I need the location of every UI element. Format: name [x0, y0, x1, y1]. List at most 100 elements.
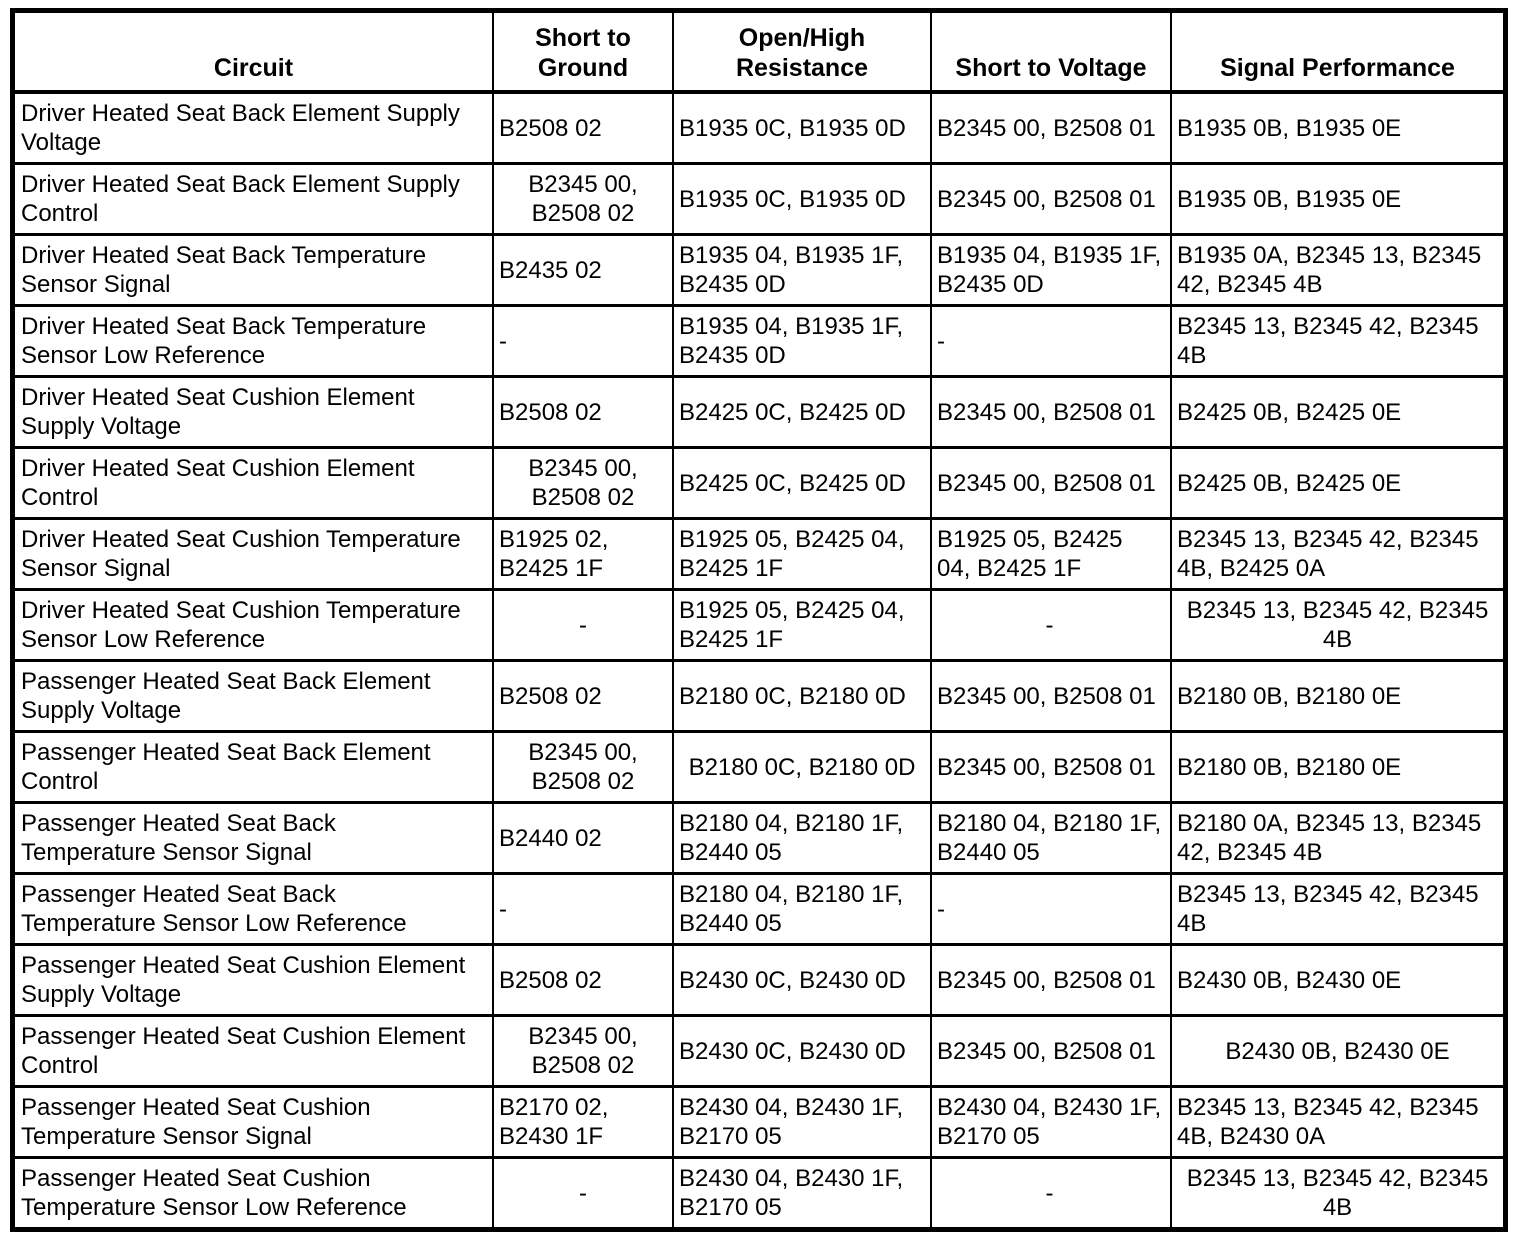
open-high-resistance-cell: B2430 04, B2430 1F, B2170 05 [672, 1085, 931, 1158]
open-high-resistance-cell: B1935 0C, B1935 0D [672, 162, 931, 235]
circuit-cell: Passenger Heated Seat Back Element Contr… [15, 730, 493, 803]
short-to-voltage-cell: - [930, 1156, 1171, 1227]
open-high-resistance-cell: B1935 0C, B1935 0D [672, 92, 931, 164]
column-header-short-to-ground: Short to Ground [492, 13, 673, 94]
short-to-voltage-cell: - [930, 304, 1171, 377]
short-to-ground-cell: B2435 02 [492, 233, 673, 306]
circuit-cell: Driver Heated Seat Cushion Temperature S… [15, 588, 493, 661]
table-row: Driver Heated Seat Back Element Supply V… [15, 92, 1503, 164]
open-high-resistance-cell: B2180 04, B2180 1F, B2440 05 [672, 872, 931, 945]
signal-performance-cell: B2345 13, B2345 42, B2345 4B, B2430 0A [1170, 1085, 1503, 1158]
table-row: Driver Heated Seat Back Element Supply C… [15, 162, 1503, 235]
short-to-voltage-cell: B2345 00, B2508 01 [930, 162, 1171, 235]
short-to-ground-cell: B1925 02, B2425 1F [492, 517, 673, 590]
signal-performance-cell: B1935 0A, B2345 13, B2345 42, B2345 4B [1170, 233, 1503, 306]
circuit-cell: Driver Heated Seat Cushion Element Suppl… [15, 375, 493, 448]
table-row: Passenger Heated Seat Cushion Element Co… [15, 1014, 1503, 1087]
signal-performance-cell: B2345 13, B2345 42, B2345 4B [1170, 304, 1503, 377]
signal-performance-cell: B2180 0A, B2345 13, B2345 42, B2345 4B [1170, 801, 1503, 874]
open-high-resistance-cell: B2430 0C, B2430 0D [672, 943, 931, 1016]
table-row: Passenger Heated Seat Cushion Element Su… [15, 943, 1503, 1016]
circuit-cell: Passenger Heated Seat Back Element Suppl… [15, 659, 493, 732]
short-to-ground-cell: B2508 02 [492, 659, 673, 732]
signal-performance-cell: B2345 13, B2345 42, B2345 4B, B2425 0A [1170, 517, 1503, 590]
table-row: Driver Heated Seat Cushion Temperature S… [15, 588, 1503, 661]
short-to-voltage-cell: B2180 04, B2180 1F, B2440 05 [930, 801, 1171, 874]
short-to-ground-cell: B2170 02, B2430 1F [492, 1085, 673, 1158]
open-high-resistance-cell: B2425 0C, B2425 0D [672, 375, 931, 448]
short-to-voltage-cell: B2345 00, B2508 01 [930, 730, 1171, 803]
circuit-cell: Passenger Heated Seat Cushion Temperatur… [15, 1085, 493, 1158]
signal-performance-cell: B2425 0B, B2425 0E [1170, 446, 1503, 519]
dtc-circuit-table-wrapper: Circuit Short to Ground Open/High Resist… [10, 8, 1508, 1232]
open-high-resistance-cell: B2430 04, B2430 1F, B2170 05 [672, 1156, 931, 1227]
dtc-circuit-table: Circuit Short to Ground Open/High Resist… [15, 13, 1503, 1227]
open-high-resistance-cell: B2430 0C, B2430 0D [672, 1014, 931, 1087]
open-high-resistance-cell: B2180 04, B2180 1F, B2440 05 [672, 801, 931, 874]
signal-performance-cell: B2345 13, B2345 42, B2345 4B [1170, 1156, 1503, 1227]
short-to-ground-cell: B2508 02 [492, 92, 673, 164]
short-to-voltage-cell: - [930, 588, 1171, 661]
open-high-resistance-cell: B2180 0C, B2180 0D [672, 659, 931, 732]
table-row: Passenger Heated Seat Cushion Temperatur… [15, 1085, 1503, 1158]
short-to-ground-cell: - [492, 588, 673, 661]
header-row: Circuit Short to Ground Open/High Resist… [15, 13, 1503, 94]
column-header-circuit: Circuit [15, 13, 493, 94]
table-row: Driver Heated Seat Cushion Temperature S… [15, 517, 1503, 590]
short-to-ground-cell: B2508 02 [492, 375, 673, 448]
column-header-short-to-voltage: Short to Voltage [930, 13, 1171, 94]
short-to-voltage-cell: B2430 04, B2430 1F, B2170 05 [930, 1085, 1171, 1158]
signal-performance-cell: B2180 0B, B2180 0E [1170, 730, 1503, 803]
open-high-resistance-cell: B1925 05, B2425 04, B2425 1F [672, 588, 931, 661]
signal-performance-cell: B2345 13, B2345 42, B2345 4B [1170, 872, 1503, 945]
short-to-voltage-cell: - [930, 872, 1171, 945]
circuit-cell: Passenger Heated Seat Back Temperature S… [15, 872, 493, 945]
circuit-cell: Passenger Heated Seat Cushion Temperatur… [15, 1156, 493, 1227]
circuit-cell: Driver Heated Seat Back Element Supply C… [15, 162, 493, 235]
table-row: Driver Heated Seat Back Temperature Sens… [15, 233, 1503, 306]
circuit-cell: Driver Heated Seat Cushion Temperature S… [15, 517, 493, 590]
signal-performance-cell: B2180 0B, B2180 0E [1170, 659, 1503, 732]
short-to-ground-cell: B2508 02 [492, 943, 673, 1016]
short-to-voltage-cell: B2345 00, B2508 01 [930, 659, 1171, 732]
short-to-voltage-cell: B2345 00, B2508 01 [930, 1014, 1171, 1087]
open-high-resistance-cell: B1935 04, B1935 1F, B2435 0D [672, 304, 931, 377]
circuit-cell: Passenger Heated Seat Cushion Element Co… [15, 1014, 493, 1087]
table-row: Driver Heated Seat Back Temperature Sens… [15, 304, 1503, 377]
circuit-cell: Driver Heated Seat Back Temperature Sens… [15, 304, 493, 377]
short-to-voltage-cell: B2345 00, B2508 01 [930, 92, 1171, 164]
circuit-cell: Driver Heated Seat Back Temperature Sens… [15, 233, 493, 306]
signal-performance-cell: B2425 0B, B2425 0E [1170, 375, 1503, 448]
column-header-signal-performance: Signal Performance [1170, 13, 1503, 94]
short-to-voltage-cell: B1935 04, B1935 1F, B2435 0D [930, 233, 1171, 306]
circuit-cell: Driver Heated Seat Cushion Element Contr… [15, 446, 493, 519]
signal-performance-cell: B2430 0B, B2430 0E [1170, 943, 1503, 1016]
open-high-resistance-cell: B2425 0C, B2425 0D [672, 446, 931, 519]
short-to-ground-cell: B2345 00, B2508 02 [492, 446, 673, 519]
short-to-ground-cell: - [492, 304, 673, 377]
short-to-ground-cell: - [492, 1156, 673, 1227]
table-row: Passenger Heated Seat Back Temperature S… [15, 801, 1503, 874]
signal-performance-cell: B1935 0B, B1935 0E [1170, 92, 1503, 164]
short-to-ground-cell: B2345 00, B2508 02 [492, 1014, 673, 1087]
table-row: Passenger Heated Seat Back Element Contr… [15, 730, 1503, 803]
short-to-ground-cell: B2345 00, B2508 02 [492, 162, 673, 235]
table-row: Passenger Heated Seat Back Element Suppl… [15, 659, 1503, 732]
table-row: Passenger Heated Seat Cushion Temperatur… [15, 1156, 1503, 1227]
short-to-voltage-cell: B2345 00, B2508 01 [930, 446, 1171, 519]
circuit-cell: Passenger Heated Seat Cushion Element Su… [15, 943, 493, 1016]
signal-performance-cell: B2345 13, B2345 42, B2345 4B [1170, 588, 1503, 661]
circuit-cell: Driver Heated Seat Back Element Supply V… [21, 100, 460, 156]
open-high-resistance-cell: B2180 0C, B2180 0D [672, 730, 931, 803]
signal-performance-cell: B2430 0B, B2430 0E [1170, 1014, 1503, 1087]
short-to-ground-cell: - [492, 872, 673, 945]
open-high-resistance-cell: B1925 05, B2425 04, B2425 1F [672, 517, 931, 590]
short-to-voltage-cell: B1925 05, B2425 04, B2425 1F [930, 517, 1171, 590]
short-to-ground-cell: B2345 00, B2508 02 [492, 730, 673, 803]
table-row: Driver Heated Seat Cushion Element Suppl… [15, 375, 1503, 448]
open-high-resistance-cell: B1935 04, B1935 1F, B2435 0D [672, 233, 931, 306]
column-header-open-high-resistance: Open/High Resistance [672, 13, 931, 94]
circuit-cell: Passenger Heated Seat Back Temperature S… [15, 801, 493, 874]
short-to-voltage-cell: B2345 00, B2508 01 [930, 375, 1171, 448]
short-to-ground-cell: B2440 02 [492, 801, 673, 874]
